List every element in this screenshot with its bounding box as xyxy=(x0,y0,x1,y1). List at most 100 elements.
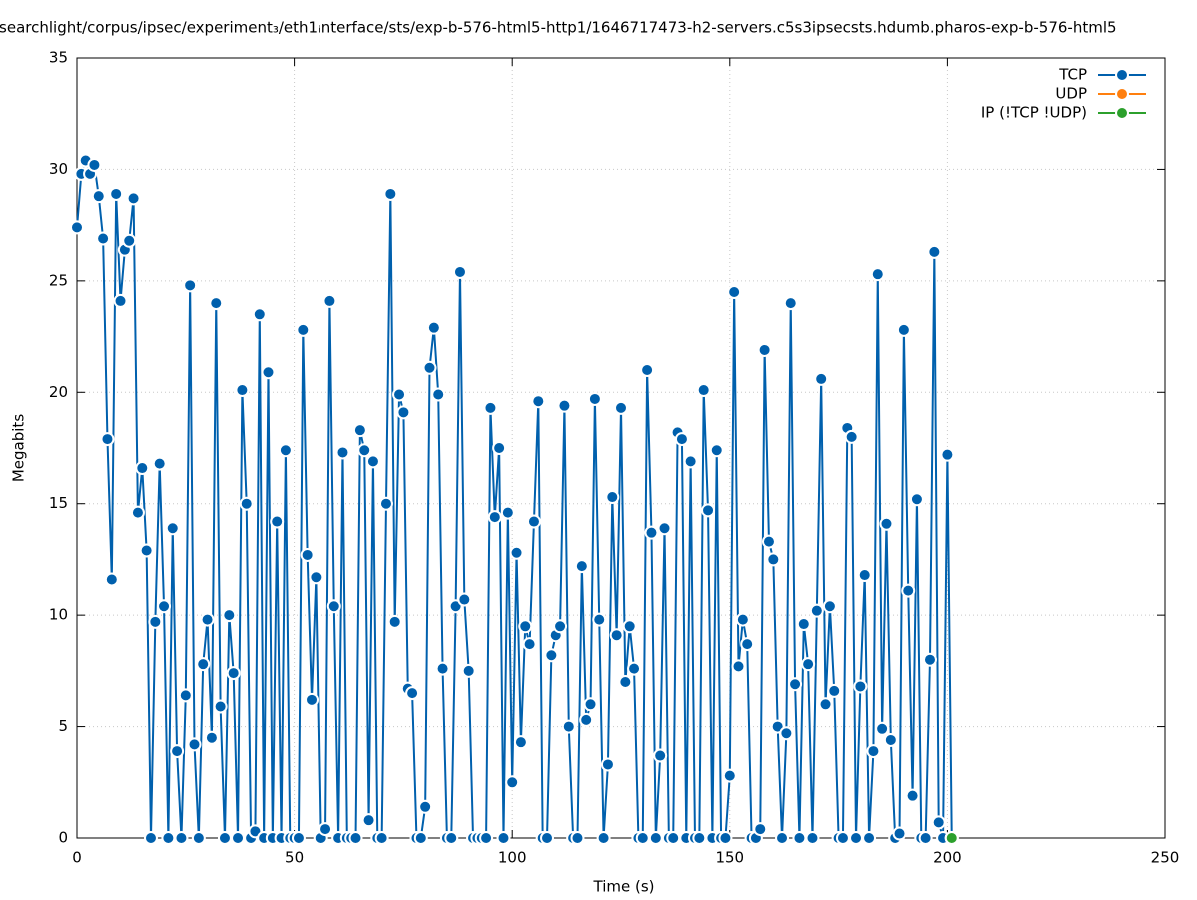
data-point xyxy=(70,220,84,235)
x-tick-label: 100 xyxy=(498,849,527,867)
data-point xyxy=(143,831,158,845)
data-point xyxy=(727,285,742,299)
data-point xyxy=(335,445,350,460)
data-point xyxy=(348,831,363,845)
data-point xyxy=(718,831,733,845)
data-point xyxy=(944,831,959,845)
data-point xyxy=(183,278,198,293)
data-point xyxy=(622,619,637,634)
y-tick-label: 25 xyxy=(49,271,68,289)
data-point xyxy=(583,697,598,712)
data-point xyxy=(231,831,246,845)
data-point xyxy=(870,267,885,282)
data-point xyxy=(204,730,219,745)
data-point xyxy=(557,398,572,413)
data-point xyxy=(779,726,794,741)
data-point xyxy=(879,516,894,531)
data-point xyxy=(761,534,776,549)
data-point xyxy=(261,365,276,380)
data-point xyxy=(574,559,589,574)
data-point xyxy=(413,831,428,845)
data-point xyxy=(627,661,642,676)
data-point xyxy=(731,659,746,674)
data-point xyxy=(322,293,337,308)
data-point xyxy=(174,831,189,845)
data-point xyxy=(592,612,607,627)
data-point xyxy=(753,822,768,837)
data-point xyxy=(805,831,820,845)
data-point xyxy=(109,186,124,201)
data-point xyxy=(513,735,528,750)
data-point xyxy=(135,461,150,476)
data-point xyxy=(931,815,946,830)
y-tick-label: 15 xyxy=(49,494,68,512)
data-point xyxy=(544,648,559,663)
data-point xyxy=(540,831,555,845)
data-point xyxy=(605,490,620,505)
data-point xyxy=(352,423,367,438)
data-point xyxy=(701,503,716,518)
data-point xyxy=(444,831,459,845)
data-point xyxy=(801,657,816,672)
x-tick-label: 0 xyxy=(72,849,82,867)
legend-marker xyxy=(1115,87,1129,101)
data-point xyxy=(909,492,924,507)
data-point xyxy=(96,231,111,246)
data-point xyxy=(418,799,433,814)
data-point xyxy=(849,831,864,845)
data-point xyxy=(866,744,881,759)
data-point xyxy=(901,583,916,598)
data-point xyxy=(178,688,193,703)
data-point xyxy=(278,443,293,458)
y-tick-label: 0 xyxy=(58,829,68,847)
data-point xyxy=(252,307,267,322)
data-point xyxy=(426,320,441,335)
data-point xyxy=(553,619,568,634)
data-point xyxy=(483,400,498,415)
data-point xyxy=(818,697,833,712)
plot-area xyxy=(70,153,959,845)
data-point xyxy=(361,813,376,828)
data-point xyxy=(422,360,437,375)
data-point xyxy=(457,592,472,607)
data-point xyxy=(213,699,228,714)
data-point xyxy=(165,521,180,536)
data-point xyxy=(222,608,237,623)
data-point xyxy=(596,831,611,845)
data-point xyxy=(640,363,655,377)
y-tick-label: 20 xyxy=(49,383,68,401)
data-point xyxy=(87,157,102,172)
data-point xyxy=(827,683,842,698)
data-point xyxy=(435,661,450,676)
data-point xyxy=(383,186,398,201)
data-point xyxy=(531,394,546,409)
legend-label: IP (!TCP !UDP) xyxy=(981,104,1087,122)
data-point xyxy=(796,617,811,632)
data-point xyxy=(479,831,494,845)
data-point xyxy=(561,719,576,734)
data-point xyxy=(365,454,380,469)
y-tick-label: 5 xyxy=(58,717,68,735)
data-point xyxy=(940,447,955,462)
data-point xyxy=(326,599,341,614)
data-point xyxy=(735,612,750,627)
data-point xyxy=(835,831,850,845)
data-point xyxy=(431,387,446,402)
data-point xyxy=(587,391,602,406)
y-tick-label: 10 xyxy=(49,606,68,624)
x-tick-label: 150 xyxy=(715,849,744,867)
data-point xyxy=(875,721,890,736)
data-point xyxy=(775,831,790,845)
data-point xyxy=(318,822,333,837)
data-point xyxy=(487,510,502,525)
legend-label: TCP xyxy=(1058,66,1087,84)
data-point xyxy=(270,514,285,529)
data-point xyxy=(518,619,533,634)
data-point xyxy=(862,831,877,845)
data-point xyxy=(788,677,803,692)
data-point xyxy=(374,831,389,845)
x-tick-label: 250 xyxy=(1151,849,1180,867)
data-point xyxy=(396,405,411,420)
data-point xyxy=(217,831,232,845)
